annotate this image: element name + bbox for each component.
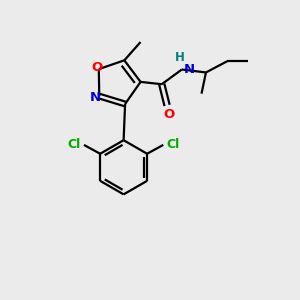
Text: O: O: [163, 108, 174, 122]
Text: N: N: [183, 63, 194, 76]
Text: H: H: [175, 51, 184, 64]
Text: Cl: Cl: [167, 138, 180, 151]
Text: Cl: Cl: [67, 138, 80, 151]
Text: N: N: [90, 91, 101, 104]
Text: O: O: [92, 61, 103, 74]
